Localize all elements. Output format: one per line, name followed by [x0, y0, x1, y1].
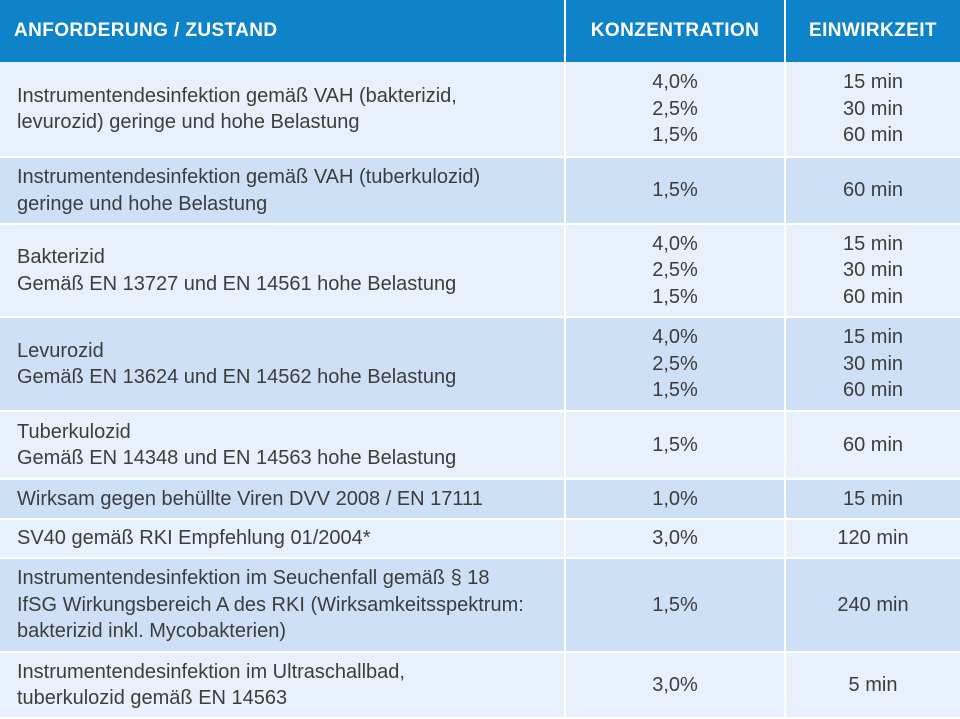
concentration-value: 3,0%: [652, 527, 698, 550]
requirement-text: Bakterizid: [17, 246, 105, 268]
concentration-value: 4,0%: [652, 326, 698, 349]
time-value: 60 min: [842, 433, 904, 456]
concentration-value: 3,0%: [652, 673, 698, 696]
concentration-cell: 4,0% 2,5% 1,5%: [565, 62, 786, 158]
requirement-cell: SV40 gemäß RKI Empfehlung 01/2004*: [0, 519, 566, 559]
requirement-cell: Instrumentendesinfektion im Ultraschallb…: [0, 652, 566, 719]
concentration-value: 2,5%: [652, 352, 698, 375]
time-value: 30 min: [842, 352, 904, 375]
requirement-text: Instrumentendesinfektion im Seuchenfall …: [17, 567, 490, 590]
concentration-cell: 1,5%: [565, 157, 786, 225]
requirement-cell: Instrumentendesinfektion gemäß VAH (tube…: [0, 157, 566, 225]
table-row: Wirksam gegen behüllte Viren DVV 2008 / …: [0, 479, 960, 520]
time-cell: 15 min: [785, 479, 960, 520]
time-cell: 15 min 30 min 60 min: [785, 62, 960, 158]
requirement-text: Instrumentendesinfektion gemäß VAH (bakt…: [17, 84, 457, 107]
time-cell: 15 min 30 min 60 min: [785, 317, 960, 412]
time-cell: 5 min: [785, 652, 960, 719]
table-row: Bakterizid Gemäß EN 13727 und EN 14561 h…: [0, 224, 960, 318]
requirement-cell: Instrumentendesinfektion gemäß VAH (bakt…: [0, 62, 566, 158]
time-value: 15 min: [842, 71, 904, 94]
time-value: 240 min: [837, 593, 909, 616]
table-row: Tuberkulozid Gemäß EN 14348 und EN 14563…: [0, 411, 960, 480]
time-value: 30 min: [842, 97, 904, 120]
time-value: 15 min: [842, 487, 904, 510]
requirement-text: levurozid) geringe und hohe Belastung: [17, 111, 360, 133]
requirement-cell: Wirksam gegen behüllte Viren DVV 2008 / …: [0, 479, 566, 520]
requirement-cell: Tuberkulozid Gemäß EN 14348 und EN 14563…: [0, 411, 566, 480]
table-header-row: ANFORDERUNG / ZUSTAND KONZENTRATION EINW…: [0, 0, 960, 62]
requirement-text: Wirksam gegen behüllte Viren DVV 2008 / …: [17, 487, 483, 510]
concentration-value: 1,5%: [652, 593, 698, 616]
requirement-text: geringe und hohe Belastung: [17, 192, 268, 215]
time-cell: 120 min: [785, 519, 960, 559]
time-value: 60 min: [842, 124, 904, 147]
time-cell: 60 min: [785, 411, 960, 480]
requirement-text: Gemäß EN 14348 und EN 14563 hohe Belastu…: [17, 447, 457, 469]
time-value: 15 min: [842, 232, 904, 255]
concentration-cell: 3,0%: [565, 652, 786, 719]
concentration-cell: 4,0% 2,5% 1,5%: [565, 224, 786, 318]
column-header-concentration: KONZENTRATION: [565, 0, 786, 62]
concentration-value: 1,5%: [652, 379, 698, 402]
requirement-text: Gemäß EN 13624 und EN 14562 hohe Belastu…: [17, 366, 457, 388]
concentration-value: 1,5%: [652, 285, 698, 308]
concentration-cell: 4,0% 2,5% 1,5%: [565, 317, 786, 412]
requirement-text: SV40 gemäß RKI Empfehlung 01/2004*: [17, 527, 371, 550]
table-row: Instrumentendesinfektion gemäß VAH (bakt…: [0, 62, 960, 158]
table-row: Levurozid Gemäß EN 13624 und EN 14562 ho…: [0, 317, 960, 412]
requirement-text: Tuberkulozid: [17, 420, 131, 443]
requirement-text: bakterizid inkl. Mycobakterien): [17, 620, 286, 643]
requirement-cell: Levurozid Gemäß EN 13624 und EN 14562 ho…: [0, 317, 566, 412]
table-row: Instrumentendesinfektion im Ultraschallb…: [0, 652, 960, 719]
table-row: Instrumentendesinfektion gemäß VAH (tube…: [0, 157, 960, 225]
time-value: 60 min: [842, 379, 904, 402]
requirement-cell: Instrumentendesinfektion im Seuchenfall …: [0, 558, 566, 653]
requirement-text: Gemäß EN 13727 und EN 14561 hohe Belastu…: [17, 272, 457, 295]
table-row: Instrumentendesinfektion im Seuchenfall …: [0, 558, 960, 653]
requirement-text: Levurozid: [17, 339, 104, 362]
requirement-text: tuberkulozid gemäß EN 14563: [17, 687, 288, 709]
time-cell: 60 min: [785, 157, 960, 225]
time-value: 30 min: [842, 259, 904, 282]
column-header-requirement: ANFORDERUNG / ZUSTAND: [0, 0, 566, 62]
time-value: 60 min: [842, 179, 904, 202]
concentration-value: 2,5%: [652, 259, 698, 282]
requirement-cell: Bakterizid Gemäß EN 13727 und EN 14561 h…: [0, 224, 566, 318]
concentration-cell: 1,5%: [565, 411, 786, 480]
concentration-value: 2,5%: [652, 97, 698, 120]
concentration-value: 1,5%: [652, 124, 698, 147]
concentration-cell: 1,5%: [565, 558, 786, 653]
concentration-value: 4,0%: [652, 232, 698, 255]
time-value: 15 min: [842, 326, 904, 349]
concentration-value: 1,5%: [652, 179, 698, 202]
time-value: 120 min: [837, 527, 909, 550]
requirement-text: Instrumentendesinfektion im Ultraschallb…: [17, 660, 405, 683]
concentration-cell: 3,0%: [565, 519, 786, 559]
time-cell: 15 min 30 min 60 min: [785, 224, 960, 318]
requirement-text: Instrumentendesinfektion gemäß VAH (tube…: [17, 166, 481, 188]
time-value: 5 min: [848, 673, 898, 696]
table-row: SV40 gemäß RKI Empfehlung 01/2004* 3,0% …: [0, 519, 960, 559]
concentration-value: 1,5%: [652, 433, 698, 456]
requirement-text: IfSG Wirkungsbereich A des RKI (Wirksamk…: [17, 593, 524, 616]
time-cell: 240 min: [785, 558, 960, 653]
time-value: 60 min: [842, 285, 904, 308]
concentration-value: 4,0%: [652, 71, 698, 94]
concentration-cell: 1,0%: [565, 479, 786, 520]
concentration-value: 1,0%: [652, 487, 698, 510]
column-header-time: EINWIRKZEIT: [785, 0, 960, 62]
